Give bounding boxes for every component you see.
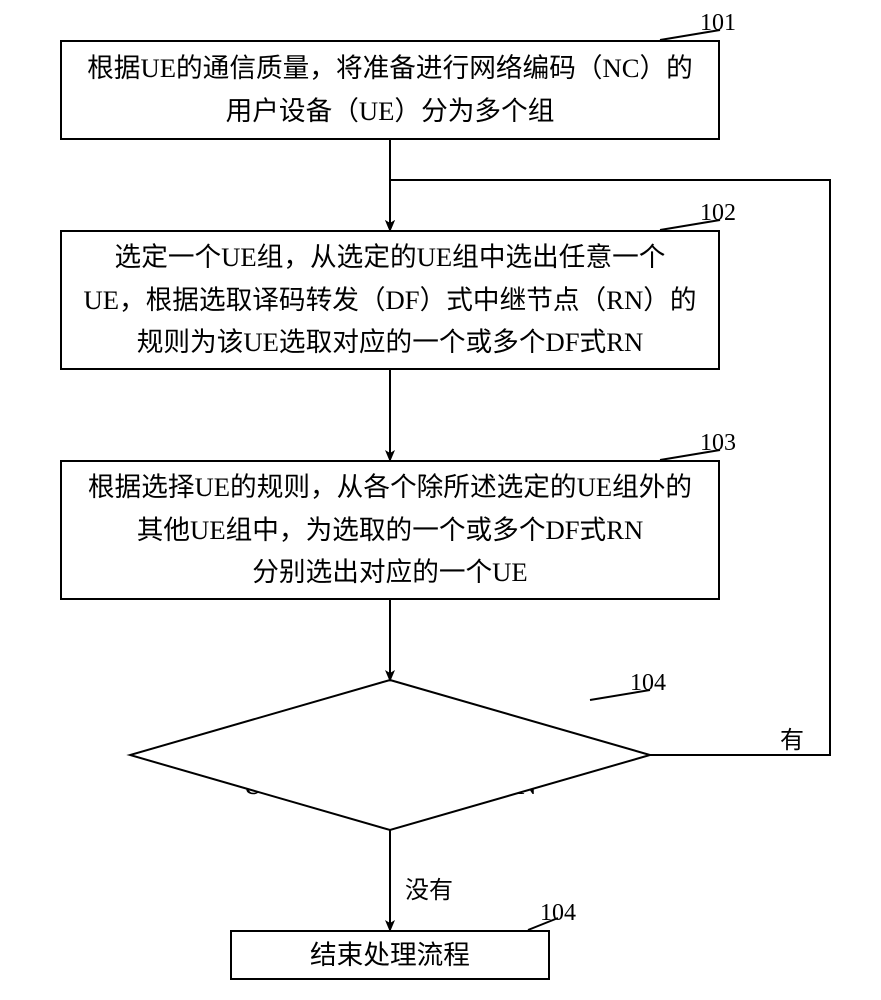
process-box-103: 根据选择UE的规则，从各个除所述选定的UE组外的其他UE组中，为选取的一个或多个… [60,460,720,600]
step-label-102: 102 [700,200,736,227]
process-box-101: 根据UE的通信质量，将准备进行网络编码（NC）的用户设备（UE）分为多个组 [60,40,720,140]
process-text-102: 选定一个UE组，从选定的UE组中选出任意一个UE，根据选取译码转发（DF）式中继… [83,236,696,364]
process-box-102: 选定一个UE组，从选定的UE组中选出任意一个UE，根据选取译码转发（DF）式中继… [60,230,720,370]
branch-label-no: 没有 [405,870,453,905]
step-label-103: 103 [700,430,736,457]
branch-label-yes: 有 [780,720,804,755]
step-label-101: 101 [700,10,736,37]
step-label-104-end: 104 [540,900,576,927]
decision-text: 是否有任意一个UE组中的UE未选取对应的DF式RN [190,721,590,806]
terminator-text: 结束处理流程 [310,934,470,977]
process-text-101: 根据UE的通信质量，将准备进行网络编码（NC）的用户设备（UE）分为多个组 [87,47,693,132]
terminator-box: 结束处理流程 [230,930,550,980]
step-label-104-decision: 104 [630,670,666,697]
process-text-103: 根据选择UE的规则，从各个除所述选定的UE组外的其他UE组中，为选取的一个或多个… [88,466,692,594]
